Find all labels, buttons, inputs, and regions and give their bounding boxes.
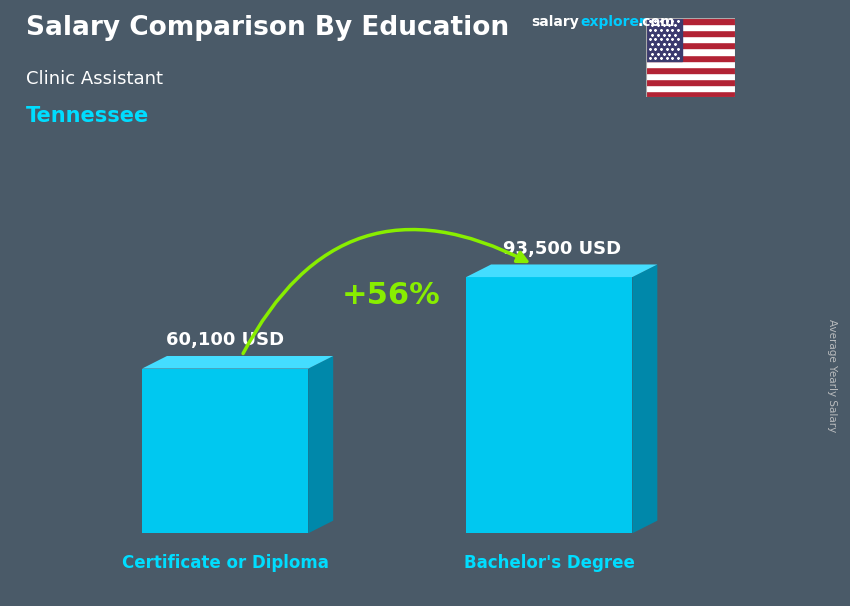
Bar (646, 85, 735, 91)
Polygon shape (142, 368, 309, 533)
Polygon shape (466, 277, 632, 533)
Text: salary: salary (531, 15, 579, 29)
Text: Certificate or Diploma: Certificate or Diploma (122, 554, 329, 573)
Polygon shape (632, 264, 657, 533)
Text: Clinic Assistant: Clinic Assistant (26, 70, 162, 88)
Polygon shape (309, 356, 333, 533)
Bar (646, 61, 735, 67)
Text: Average Yearly Salary: Average Yearly Salary (827, 319, 837, 432)
Bar (646, 42, 735, 48)
Text: Bachelor's Degree: Bachelor's Degree (464, 554, 635, 573)
Bar (646, 73, 735, 79)
Text: .com: .com (638, 15, 675, 29)
Bar (646, 67, 735, 73)
Bar (646, 79, 735, 85)
Bar (646, 55, 735, 61)
Text: 60,100 USD: 60,100 USD (166, 331, 284, 349)
Bar (646, 24, 735, 30)
Polygon shape (142, 356, 333, 368)
Text: +56%: +56% (342, 281, 441, 310)
Text: Tennessee: Tennessee (26, 106, 149, 126)
Bar (646, 30, 735, 36)
Bar (646, 18, 735, 24)
Text: Salary Comparison By Education: Salary Comparison By Education (26, 15, 508, 41)
Bar (646, 18, 682, 61)
Bar (646, 48, 735, 55)
Bar (646, 91, 735, 97)
Bar (646, 36, 735, 42)
Text: 93,500 USD: 93,500 USD (502, 239, 620, 258)
Text: explorer: explorer (581, 15, 647, 29)
Polygon shape (466, 264, 657, 277)
